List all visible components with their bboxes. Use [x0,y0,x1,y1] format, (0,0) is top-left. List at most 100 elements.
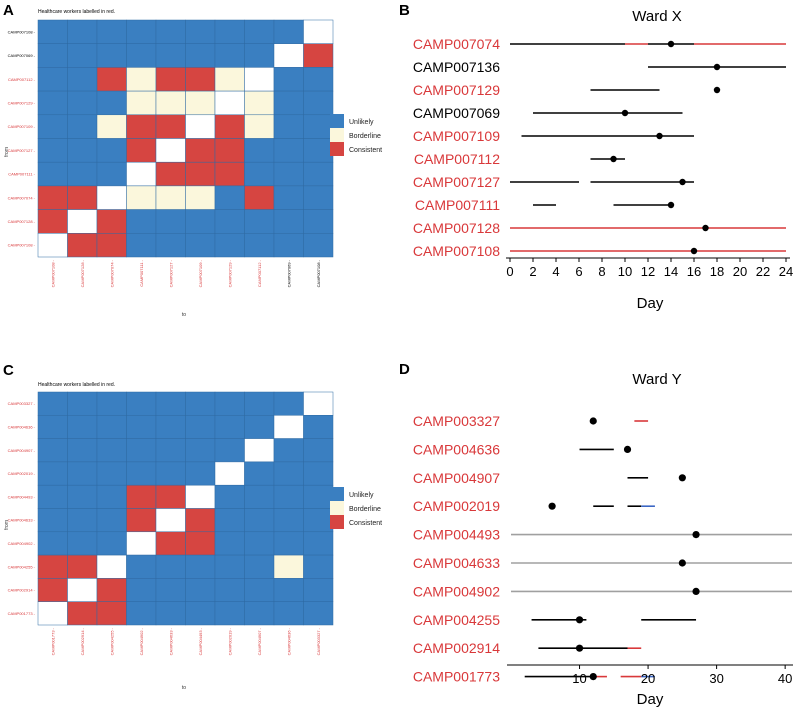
heatmap-cell [155,578,186,602]
heatmap-cell [185,233,216,258]
timeline-x-tick-label: 8 [598,264,605,279]
heatmap-cell [37,461,68,486]
heatmap-cell [155,90,186,116]
heatmap-cell [185,415,216,439]
heatmap-cell [303,161,334,187]
heatmap-cell [37,185,68,210]
heatmap-cell [67,461,98,486]
heatmap-cell [67,209,98,234]
heatmap-cell [244,67,275,92]
heatmap-col-label: CAMP004636 - [286,627,291,655]
heatmap-cell [244,438,275,463]
timeline-point [575,644,584,652]
heatmap-cell [214,233,245,258]
heatmap-col-label: CAMP007112 - [257,259,262,287]
heatmap-row-label: CAMP007069 - [8,53,36,58]
heatmap-cell [126,484,157,509]
heatmap-cell [273,90,304,116]
heatmap-row-label: CAMP004907 - [8,448,36,453]
heatmap-y-axis-label: from [4,147,10,157]
timeline-x-tick-label: 18 [710,264,724,279]
heatmap-cell [96,554,127,579]
heatmap-cell [185,391,216,416]
heatmap-col-label: CAMP004902 - [139,627,144,655]
heatmap-cell [37,209,68,234]
heatmap-cell [185,114,216,139]
heatmap-cell [273,233,304,258]
panel-a-heatmap: A Healthcare workers labelled in red. CA… [3,2,382,318]
heatmap-cell [303,578,334,602]
heatmap-cell [67,67,98,92]
heatmap-row-label: CAMP007112 - [8,77,36,82]
heatmap-cell [244,185,275,210]
heatmap-cell [155,43,186,68]
heatmap-cell [37,415,68,439]
heatmap-cell [67,484,98,509]
panel-c-heatmap: C Healthcare workers labelled in red. CA… [3,362,382,691]
heatmap-cell [67,508,98,533]
timeline-x-tick-label: 10 [618,264,632,279]
legend-label-consistent: Consistent [349,520,382,527]
heatmap-cell [96,601,127,626]
heatmap-cell [67,114,98,139]
heatmap-cell [214,67,245,92]
timeline-x-tick-label: 12 [641,264,655,279]
heatmap-row-label: CAMP007108 - [8,29,36,34]
heatmap-col-labels: CAMP007108 - CAMP007128 - CAMP007074 - CAMP… [50,259,321,287]
heatmap-row-label: CAMP004636 - [8,424,36,429]
heatmap-row-label: CAMP007109 - [8,124,36,129]
heatmap-legend: Unlikely Borderline Consistent [330,114,382,156]
heatmap-cell [126,554,157,579]
timeline-x-tick-label: 20 [733,264,747,279]
heatmap-cell [303,209,334,234]
heatmap-cell [185,484,216,509]
timeline-x-axis-label: Day [637,691,664,708]
heatmap-cell [155,415,186,439]
heatmap-cell [244,233,275,258]
heatmap-cell [273,601,304,626]
heatmap-cell [126,438,157,463]
heatmap-cell [303,67,334,92]
legend-label-borderline: Borderline [349,133,381,140]
heatmap-cell [155,67,186,92]
heatmap-cell [303,138,334,163]
heatmap-cell [37,233,68,258]
heatmap-cell [185,531,216,556]
heatmap-cell [37,531,68,556]
heatmap-cell [214,601,245,626]
heatmap-cell [37,484,68,509]
timeline-point [623,445,632,453]
heatmap-cell [273,138,304,163]
heatmap-cell [96,508,127,533]
heatmap-cell [126,138,157,163]
heatmap-cell [67,138,98,163]
heatmap-col-label: CAMP007129 - [227,259,232,287]
heatmap-cell [214,185,245,210]
heatmap-cell [67,90,98,116]
timeline-point [692,587,700,596]
heatmap-cell [244,391,275,416]
heatmap-cell [214,209,245,234]
heatmap-row-labels: CAMP007108 - CAMP007069 - CAMP007112 - CAMP… [8,29,36,247]
heatmap-cell [303,90,334,116]
heatmap-cell [273,415,304,439]
panel-d-timeline: D Ward Y CAMP003327CAMP004636CAMP004907C… [399,361,793,708]
timeline-x-tick-label: 2 [529,264,536,279]
heatmap-cell [126,185,157,210]
heatmap-cell [37,67,68,92]
heatmap-cell [126,578,157,602]
heatmap-cell [67,554,98,579]
heatmap-cell [244,554,275,579]
heatmap-cell [214,161,245,187]
heatmap-cell [214,461,245,486]
heatmap-cell [273,554,304,579]
heatmap-cell [155,185,186,210]
heatmap-cell [96,415,127,439]
timeline-plot: CAMP007074 CAMP007136 CAMP007129 CAMP007069… [413,36,793,279]
heatmap-row-label: CAMP004255 - [8,564,36,569]
heatmap-row-label: CAMP007129 - [8,100,36,105]
heatmap-cell [96,233,127,258]
legend-label-unlikely: Unlikely [349,119,374,126]
heatmap-col-labels: CAMP001773 - CAMP002914 - CAMP004255 - CAMP… [50,627,321,655]
timeline-point [702,224,709,232]
